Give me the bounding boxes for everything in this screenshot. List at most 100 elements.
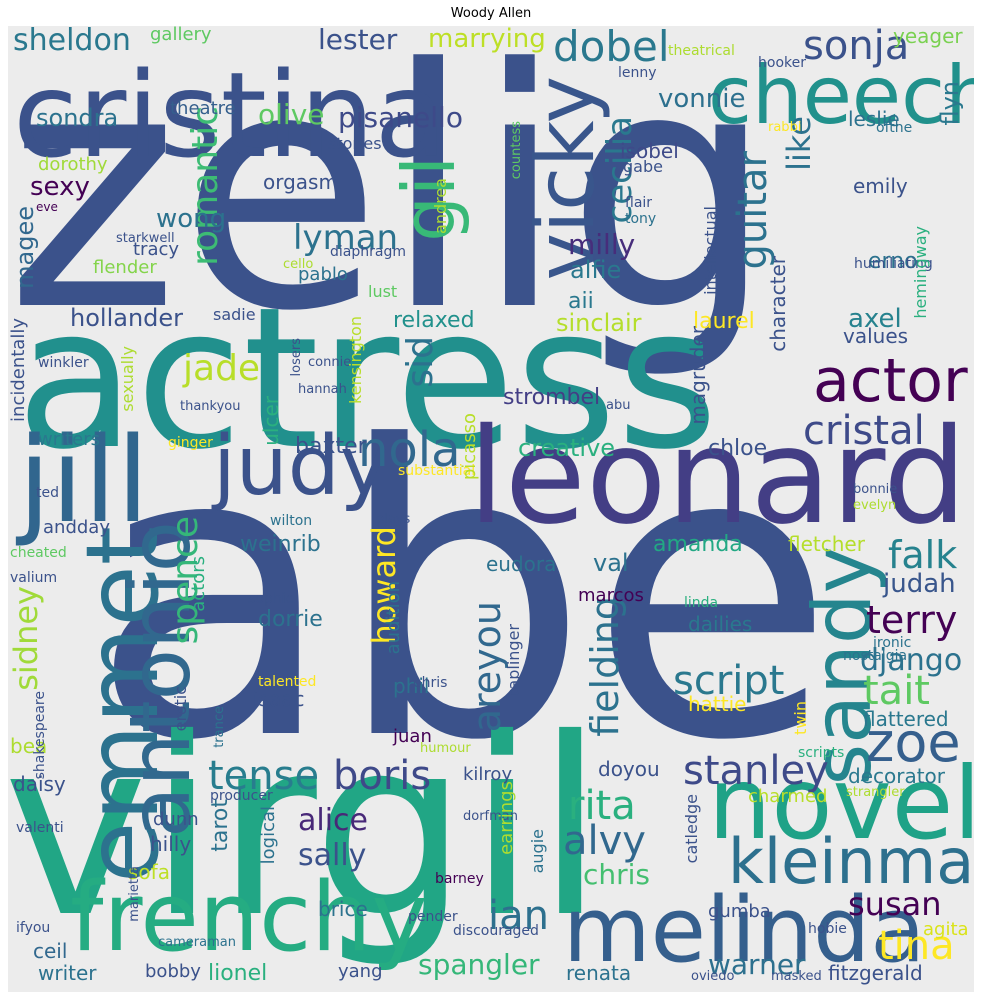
word-rabbi: rabbi [768, 120, 802, 135]
word-theatre: theatre [170, 98, 236, 119]
word-baxter: baxter [295, 434, 367, 459]
word-melinda: melinda [563, 878, 926, 983]
word-amanda: amanda [653, 532, 743, 557]
word-zoe: zoe [866, 711, 961, 774]
word-fletcher: fletcher [788, 532, 865, 556]
word-marietta: marietta [127, 866, 142, 922]
word-sid: sid [400, 336, 441, 388]
word-ofthe: ofthe [876, 120, 913, 136]
word-yang: yang [338, 961, 383, 982]
word-humiliating: humiliating [854, 256, 933, 272]
word-nostalgia: nostalgia [843, 648, 908, 664]
word-gabe: gabe [623, 157, 663, 176]
word-dailies: dailies [688, 612, 753, 636]
word-actor: actor [813, 346, 968, 416]
word-magruder: magruder [686, 326, 710, 425]
word-sadie: sadie [213, 305, 256, 324]
word-barney: barney [435, 871, 484, 887]
word-kleinman: kleinman [728, 825, 974, 898]
word-doyou: doyou [598, 757, 660, 781]
word-vonnie: vonnie [658, 84, 746, 114]
word-olive: olive [258, 98, 325, 131]
word-cloud: zelig abe virgil actress leonard cristina jill… [8, 26, 974, 992]
word-sofa: sofa [128, 860, 170, 884]
word-lust: lust [368, 282, 398, 301]
word-flattered: flattered [863, 707, 949, 731]
word-bea: bea [10, 734, 48, 758]
word-hannah: hannah [298, 382, 347, 397]
word-hobie: hobie [808, 921, 847, 937]
word-marcos: marcos [578, 585, 644, 606]
word-audition: audition [383, 581, 404, 655]
word-dorfman: dorfman [463, 809, 518, 824]
word-sidney: sidney [8, 586, 45, 691]
word-kensington: kensington [346, 316, 365, 404]
word-pablo: pablo [298, 264, 348, 285]
word-eve: eve [36, 200, 58, 214]
word-alice: alice [298, 803, 369, 838]
word-tait: tait [863, 668, 930, 714]
word-catledge: catledge [682, 794, 701, 864]
word-laurel: laurel [693, 309, 755, 334]
word-decorator: decorator [848, 764, 946, 788]
word-abe: abe [90, 363, 836, 828]
word-pisanello: pisanello [338, 101, 463, 134]
word-alvy: alvy [563, 818, 646, 864]
word-actress: actress [16, 265, 719, 492]
word-sonja: sonja [803, 26, 910, 69]
word-sally: sally [298, 838, 367, 873]
word-phil: phil [393, 674, 430, 698]
word-warner: warner [708, 948, 806, 981]
word-fielding: fielding [583, 596, 627, 737]
word-hollander: hollander [70, 304, 184, 332]
word-emily: emily [853, 174, 908, 198]
word-ulcer: ulcer [259, 396, 283, 446]
word-taplinger: taplinger [504, 624, 523, 696]
word-tarot: tarot [208, 799, 233, 852]
word-diaphragm: diaphragm [330, 244, 406, 260]
word-starkwell: starkwell [116, 231, 175, 246]
word-chris: chris [583, 858, 651, 891]
word-trance: trance [212, 706, 227, 748]
word-wong: wong [156, 204, 227, 234]
word-linda: linda [684, 595, 719, 611]
word-juan: juan [393, 726, 432, 747]
word-hilly: hilly [150, 832, 192, 856]
word-leslie: leslie [848, 107, 900, 131]
word-evelyn: evelyn [853, 498, 897, 513]
word-augie: augie [528, 829, 547, 874]
word-incidentally: incidentally [8, 318, 29, 422]
word-brice: brice [318, 897, 368, 921]
word-novel: novel [708, 745, 974, 862]
word-judah: judah [883, 569, 956, 599]
word-sheldon: sheldon [13, 26, 131, 58]
word-cheated: cheated [10, 545, 67, 561]
word-jill: jill [18, 411, 150, 549]
word-ted: ted [36, 485, 59, 501]
word-eudora: eudora [486, 552, 557, 576]
word-script: script [673, 658, 785, 704]
word-abu: abu [606, 398, 631, 413]
word-ifyou: ifyou [16, 920, 51, 936]
word-milly: milly [568, 228, 636, 261]
word-gil: gil [387, 156, 471, 242]
word-agita: agita [923, 919, 969, 940]
word-logical: logical [258, 806, 279, 865]
word-theatrical: theatrical [668, 43, 735, 59]
word-terry: terry [866, 598, 958, 642]
word-kilroy: kilroy [463, 764, 513, 785]
word-sinclair: sinclair [556, 309, 642, 337]
word-romantic: romantic [185, 106, 226, 266]
word-picasso: picasso [459, 413, 480, 481]
word-intellectual: intellectual [701, 206, 720, 295]
word-sexy: sexy [30, 172, 90, 202]
word-valium: valium [10, 570, 58, 586]
word-cello: cello [283, 257, 314, 272]
word-isobel: isobel [620, 139, 679, 163]
word-sondra: sondra [36, 104, 119, 132]
word-ironic: ironic [873, 635, 912, 651]
word-ceil: ceil [33, 939, 68, 963]
word-producer: producer [210, 788, 273, 804]
word-gumba: gumba [708, 901, 771, 922]
word-plays: plays [376, 512, 411, 527]
